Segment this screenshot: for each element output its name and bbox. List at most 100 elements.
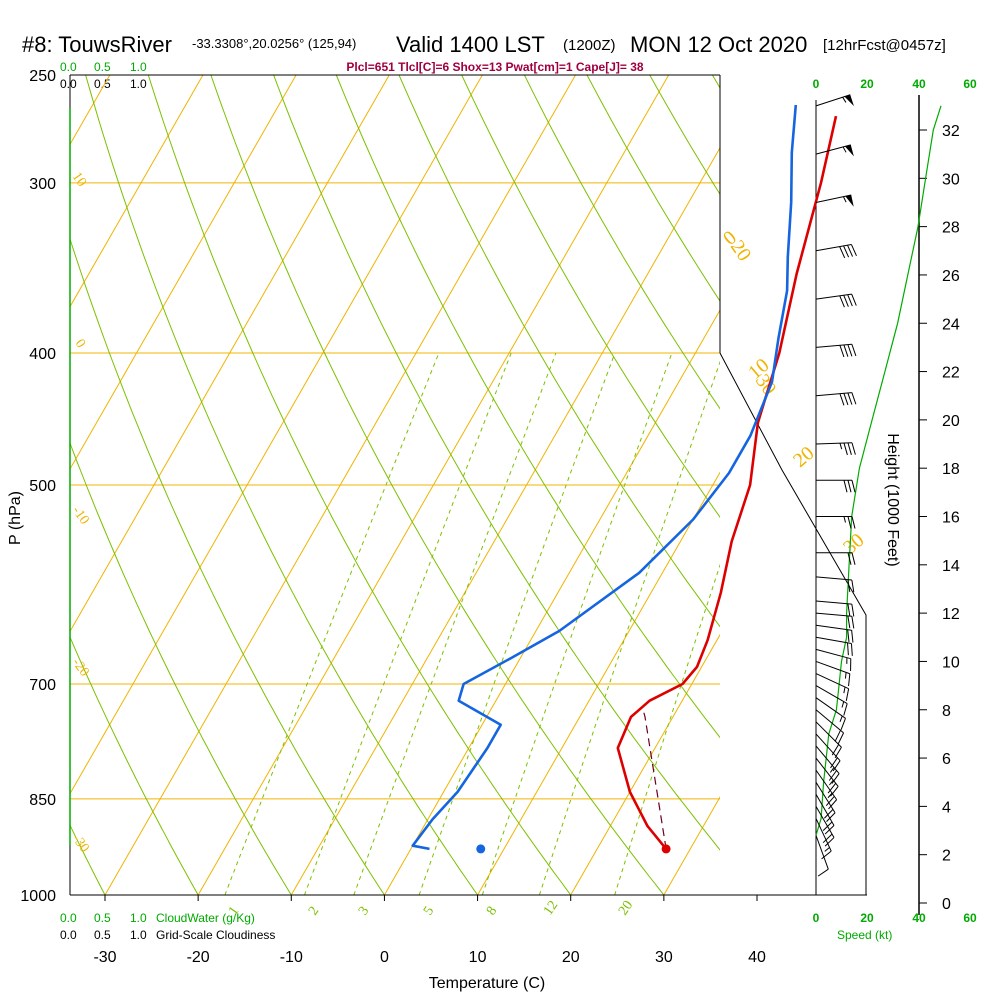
isotherm--20	[197, 75, 670, 895]
indices-text: Plcl=651 Tlcl[C]=6 Shox=13 Pwat[cm]=1 Ca…	[346, 60, 643, 74]
x-tick-label: 10	[469, 949, 487, 966]
wind-barb-flag	[847, 629, 850, 643]
valid-time: Valid 1400 LST	[396, 32, 545, 57]
wind-barb-staff	[815, 818, 832, 852]
wind-barb-flag	[851, 516, 856, 529]
wind-barb-half-flag	[843, 516, 846, 523]
wind-barb	[815, 293, 857, 308]
wind-barb	[815, 685, 848, 716]
cloud-scale-bottom: 0.0 0.5 1.0 CloudWater (g/Kg) 0.0 0.5 1.…	[60, 911, 892, 942]
isotherm--40	[70, 75, 483, 795]
wind-barb	[815, 806, 835, 847]
isotherm-label-right: 30	[839, 529, 868, 559]
wind-barb-flag	[831, 773, 840, 784]
wind-barb	[815, 781, 836, 822]
wind-barb	[815, 624, 854, 643]
cloudiness-scale-bottom-1: 0.5	[94, 928, 111, 942]
wind-barb	[815, 600, 855, 617]
wind-barb-staff	[815, 343, 852, 348]
wind-barb-flag	[828, 770, 837, 781]
mixing-ratio-label: 20	[616, 898, 636, 918]
wind-barb-half-flag	[829, 767, 835, 773]
x-tick-label: -30	[93, 949, 116, 966]
wind-barb	[815, 794, 835, 835]
wind-barb	[816, 552, 856, 565]
mixing-ratio-label: 3	[356, 904, 372, 918]
wind-barb-flag	[850, 643, 853, 656]
mixing-ratio-line-5	[418, 352, 616, 895]
wind-barb-half-flag	[839, 443, 843, 450]
cloud-scale-top: 0.0 0.5 1.0 0.0 0.5 1.0	[60, 60, 147, 91]
wind-barb-flag	[847, 552, 852, 565]
isotherm-label-right: 20	[789, 442, 818, 472]
wind-barb-staff	[815, 794, 835, 826]
wind-barb-staff	[815, 600, 852, 605]
wind-barb-flag	[828, 799, 838, 810]
wind-barb-flag	[847, 579, 851, 592]
mixing-ratio-line-20	[614, 563, 720, 895]
y-axis-label: P (hPa)	[7, 491, 24, 545]
height-tick-label: 24	[942, 316, 960, 333]
x-tick-label: 0	[380, 949, 389, 966]
isotherm--30	[104, 75, 576, 895]
x-axis-label: Temperature (C)	[429, 975, 545, 992]
wind-barb-staff	[815, 636, 852, 645]
wind-barb-flag	[847, 480, 852, 493]
wind-barb-staff	[815, 660, 850, 675]
wind-barb	[815, 697, 846, 731]
wind-barb-flag	[834, 747, 842, 759]
wind-barb	[816, 479, 856, 493]
wind-barb-flag	[840, 718, 846, 731]
wind-barb-half-flag	[844, 672, 847, 679]
speed-tick-label: 20	[860, 77, 874, 91]
wind-barb-flag	[847, 344, 853, 357]
wind-barb-flag	[847, 516, 852, 529]
wind-barb-staff	[815, 442, 852, 445]
wind-barb-flag	[850, 244, 857, 257]
wind-barb-flag	[847, 392, 853, 405]
wind-speed-profile	[815, 105, 942, 836]
speed-tick-label: 60	[963, 77, 977, 91]
wind-barb-flag	[851, 480, 856, 493]
height-tick-label: 20	[942, 413, 960, 430]
wind-barb-staff	[815, 721, 842, 748]
cloudiness-scale-top-0: 0.0	[60, 77, 77, 91]
wind-barb-staff	[815, 745, 840, 774]
cloud-scale-top-0: 0.0	[60, 60, 77, 74]
surface-dewpoint-marker	[476, 844, 486, 854]
mixing-ratio-line-1	[224, 352, 440, 895]
wind-barb-flag	[839, 295, 845, 308]
isotherm--50	[70, 75, 390, 633]
isotherm-60	[943, 75, 1000, 895]
isotherm-label: 10	[69, 170, 89, 190]
dry-adiabat-80	[523, 75, 720, 410]
wind-barb	[815, 673, 850, 701]
x-tick-label: 30	[655, 949, 673, 966]
x-tick-label: 40	[748, 949, 766, 966]
cloudiness-scale-bottom-2: 1.0	[130, 928, 147, 942]
wind-barb-flag	[847, 642, 849, 656]
wind-barb-staff	[815, 244, 852, 252]
wind-barb-flag	[830, 757, 838, 769]
cloud-scale-top-1: 0.5	[94, 60, 111, 74]
cloud-scale-bottom-2: 1.0	[130, 911, 147, 925]
height-tick-label: 14	[942, 558, 960, 575]
wind-barb-flag	[831, 744, 840, 756]
height-tick-label: 4	[942, 799, 951, 816]
wind-barb-flag	[824, 837, 835, 847]
height-tick-label: 32	[942, 123, 960, 140]
y-tick-label: 250	[29, 68, 56, 85]
mixing-ratio-label: 2	[306, 904, 322, 918]
wind-barb-staff	[815, 709, 844, 734]
zulu-time: (1200Z)	[563, 37, 616, 54]
y-tick-label: 700	[29, 677, 56, 694]
wind-barb-flag	[843, 344, 849, 357]
wind-barb	[815, 343, 857, 358]
wind-barb	[815, 660, 851, 687]
y-tick-label: 300	[29, 176, 56, 193]
wind-barb-staff	[815, 757, 839, 787]
wind-barb-staff	[815, 648, 851, 660]
parcel-path	[642, 711, 667, 849]
wind-barb-flag	[837, 732, 845, 745]
wind-barb-flag	[851, 579, 855, 593]
